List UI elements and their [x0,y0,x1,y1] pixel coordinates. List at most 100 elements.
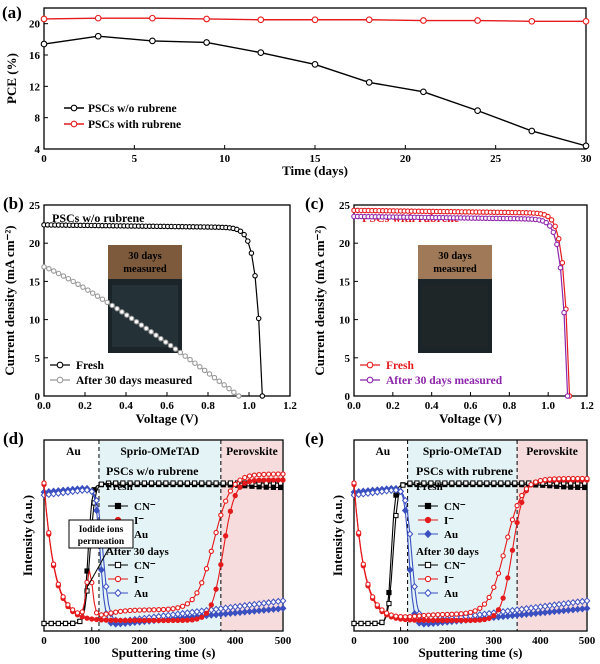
data-point [50,561,57,567]
data-point [227,508,234,514]
data-point [463,617,469,624]
annotation-text: Iodide ions [79,525,124,535]
data-point [550,229,557,236]
data-point [579,475,585,482]
data-point [109,302,115,309]
x-tick-label: 0.4 [425,400,439,412]
data-point [127,617,133,624]
x-tick-label: 0.4 [119,400,133,412]
data-point [266,471,272,477]
data-point [255,607,263,615]
data-point [252,273,258,279]
data-point [250,607,258,615]
legend-marker [424,561,432,569]
legend-label: Au [444,529,458,541]
data-point [46,265,52,272]
data-point [388,612,394,618]
layer-label: Sprio-OMeTAD [423,446,502,458]
legend-label: I⁻ [134,515,144,527]
x-tick-label: 400 [227,635,244,647]
data-point [165,617,171,624]
chart-title: PSCs with rubrene [416,464,514,478]
data-point [113,480,119,486]
data-point [278,484,284,491]
data-point [435,612,441,618]
data-point [113,617,119,623]
data-point [477,480,483,486]
data-point [184,480,191,486]
data-point [93,610,100,616]
data-point [416,613,422,619]
x-tick-label: 0 [41,153,47,165]
data-point [477,605,483,611]
data-point [393,613,399,619]
data-point [470,480,476,486]
legend-label: CN⁻ [444,501,466,513]
y-tick-label: 15 [339,276,351,288]
legend-label: I⁻ [444,515,454,527]
legend-group-label: Fresh [106,481,133,493]
panel-label: (d) [3,429,24,448]
inset-photo-cell [422,285,488,347]
data-point [241,231,247,238]
data-point [104,299,111,306]
inset-label: 30 days [128,251,162,262]
data-point [270,477,277,483]
data-point [411,582,418,591]
data-point [519,492,525,499]
layer-label: Au [66,446,81,458]
data-point [41,620,47,627]
legend-label: CN⁻ [134,560,156,572]
data-point [458,617,464,624]
data-point [167,342,174,349]
data-point [120,480,126,486]
data-point [122,617,128,624]
data-point [387,486,395,495]
data-point [514,502,520,509]
data-point [98,612,105,618]
y-tick-label: 20 [29,19,41,31]
data-point [261,471,267,478]
data-point [251,472,257,478]
data-point [365,581,371,587]
legend-label: Fresh [386,360,415,372]
data-point [495,607,502,613]
data-point [512,480,518,486]
panel-label: (c) [305,194,324,213]
data-point [537,477,544,484]
data-point [55,620,61,627]
data-point [406,530,414,538]
data-point [421,612,427,619]
legend-label: Au [134,588,148,600]
x-tick-label: 0.6 [464,400,478,412]
data-point [575,484,581,490]
data-point [222,610,230,618]
y-axis-label: Intensity (a.u.) [20,495,35,576]
x-tick-label: 5 [132,153,138,165]
x-tick-label: 0.8 [201,400,215,412]
data-point [199,614,205,620]
legend-marker [366,361,374,369]
inset-label: measured [123,264,167,275]
data-point [162,339,169,345]
data-point [62,620,69,627]
data-point [519,480,525,486]
x-tick-label: 1.0 [242,400,256,412]
data-point [257,49,265,57]
data-point [93,616,100,623]
data-point [146,617,152,624]
data-point [556,476,562,482]
layer-label: Perovskite [526,446,578,458]
data-point [85,287,91,293]
data-point [358,620,364,627]
data-point [259,393,266,399]
legend-marker [114,588,122,598]
data-point [456,480,462,486]
x-tick-label: 0.0 [37,400,51,412]
data-point [552,223,558,230]
data-point [217,610,225,618]
data-point [246,607,253,616]
data-point [583,597,591,605]
data-point [547,223,553,229]
x-tick-label: 30 [581,153,593,165]
